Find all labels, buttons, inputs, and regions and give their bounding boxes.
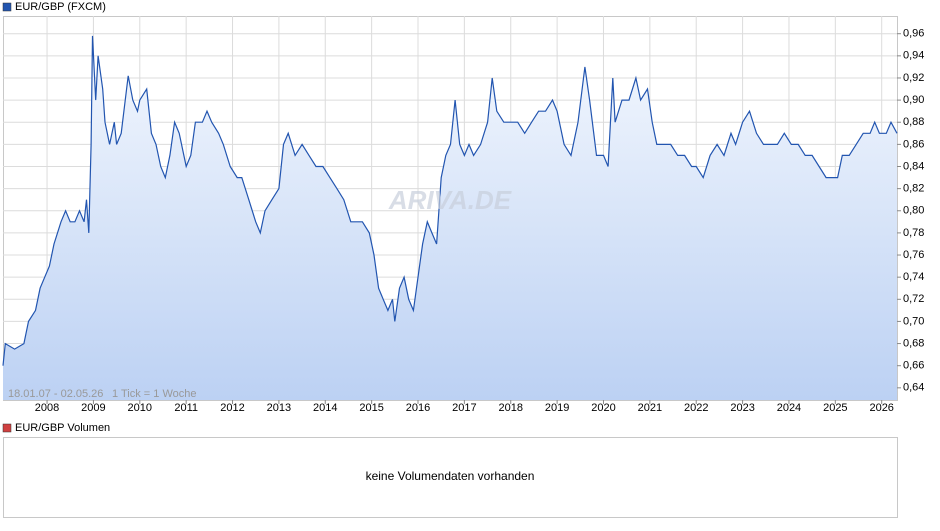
volume-message: keine Volumendaten vorhanden — [366, 469, 535, 483]
x-tick-label: 2013 — [267, 402, 291, 414]
y-tick-label: 0,84 — [903, 160, 924, 172]
legend-label: EUR/GBP Volumen — [15, 422, 110, 434]
y-tick-label: 0,66 — [903, 360, 924, 372]
y-tick-label: 0,88 — [903, 116, 924, 128]
x-tick-label: 2025 — [823, 402, 847, 414]
x-tick-label: 2008 — [35, 402, 59, 414]
range-info: 18.01.07 - 02.05.26 — [8, 388, 103, 400]
area — [3, 35, 897, 401]
x-tick-label: 2015 — [359, 402, 383, 414]
x-tick-label: 2018 — [499, 402, 523, 414]
x-tick-label: 2022 — [684, 402, 708, 414]
y-tick-label: 0,72 — [903, 293, 924, 305]
y-tick-label: 0,92 — [903, 72, 924, 84]
y-tick-label: 0,94 — [903, 50, 924, 62]
line — [2, 35, 898, 366]
x-tick-label: 2012 — [220, 402, 244, 414]
y-tick-label: 0,86 — [903, 138, 924, 150]
x-tick-label: 2026 — [869, 402, 893, 414]
y-tick-label: 0,82 — [903, 183, 924, 195]
y-tick-label: 0,74 — [903, 271, 924, 283]
tick-info: 1 Tick = 1 Woche — [112, 388, 196, 400]
x-tick-label: 2023 — [730, 402, 754, 414]
watermark: ARIVA.DE — [388, 185, 512, 215]
y-tick-label: 0,78 — [903, 227, 924, 239]
legend-swatch — [2, 2, 12, 12]
y-tick-label: 0,68 — [903, 337, 924, 349]
x-tick-label: 2010 — [128, 402, 152, 414]
x-tick-label: 2019 — [545, 402, 569, 414]
x-tick-label: 2009 — [81, 402, 105, 414]
legend-label: EUR/GBP (FXCM) — [15, 1, 106, 13]
x-tick-label: 2021 — [638, 402, 662, 414]
x-tick-label: 2017 — [452, 402, 476, 414]
x-tick-label: 2024 — [777, 402, 801, 414]
x-tick-label: 2020 — [591, 402, 615, 414]
y-tick-label: 0,70 — [903, 315, 924, 327]
x-tick-label: 2011 — [174, 402, 198, 414]
y-tick-label: 0,90 — [903, 94, 924, 106]
legend-swatch — [2, 423, 12, 433]
y-tick-label: 0,80 — [903, 205, 924, 217]
y-tick-label: 0,96 — [903, 28, 924, 40]
y-tick-label: 0,64 — [903, 382, 924, 394]
x-tick-label: 2016 — [406, 402, 430, 414]
volume-frame — [3, 437, 898, 518]
x-tick-label: 2014 — [313, 402, 337, 414]
y-tick-label: 0,76 — [903, 249, 924, 261]
